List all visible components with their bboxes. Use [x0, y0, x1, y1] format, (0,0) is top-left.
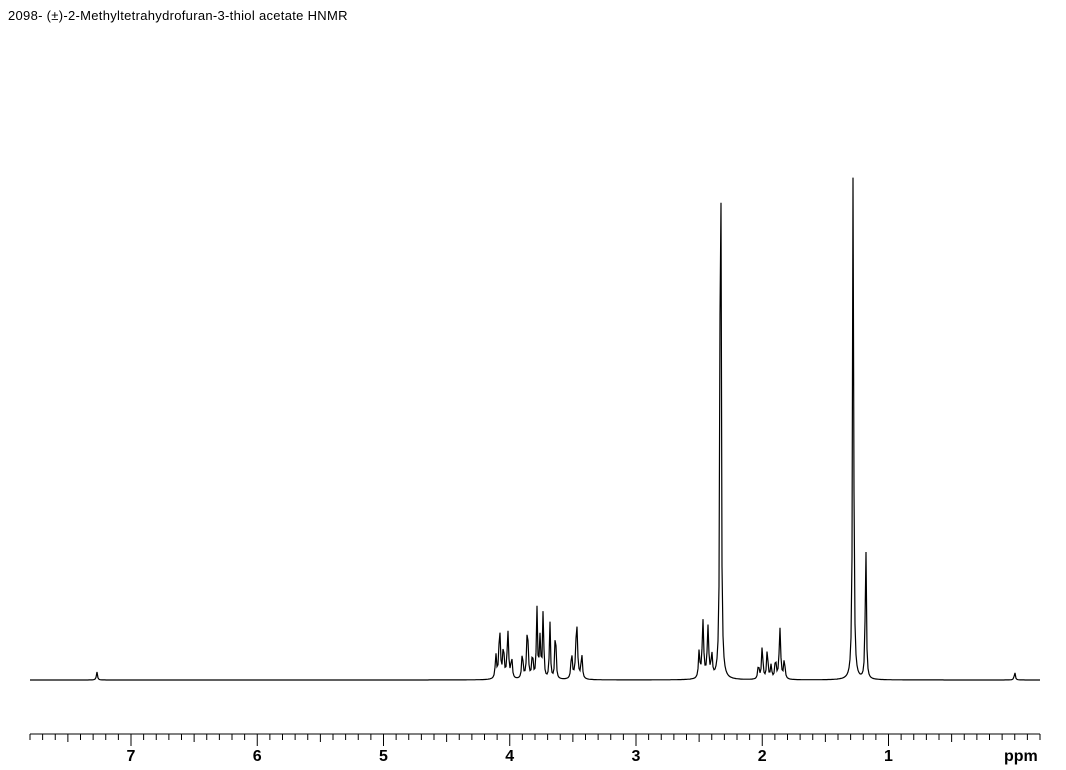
x-tick-label: 4 — [505, 748, 514, 766]
x-tick-label: 3 — [632, 748, 641, 766]
x-axis — [0, 728, 1066, 768]
x-axis-unit-label: ppm — [1004, 748, 1038, 766]
spectrum-trace — [30, 178, 1040, 680]
x-tick-label: 1 — [884, 748, 893, 766]
x-tick-label: 6 — [253, 748, 262, 766]
nmr-figure: 2098- (±)-2-Methyltetrahydrofuran-3-thio… — [0, 0, 1066, 770]
x-tick-label: 5 — [379, 748, 388, 766]
spectrum-plot — [0, 0, 1066, 710]
x-tick-label: 2 — [758, 748, 767, 766]
x-tick-label: 7 — [127, 748, 136, 766]
